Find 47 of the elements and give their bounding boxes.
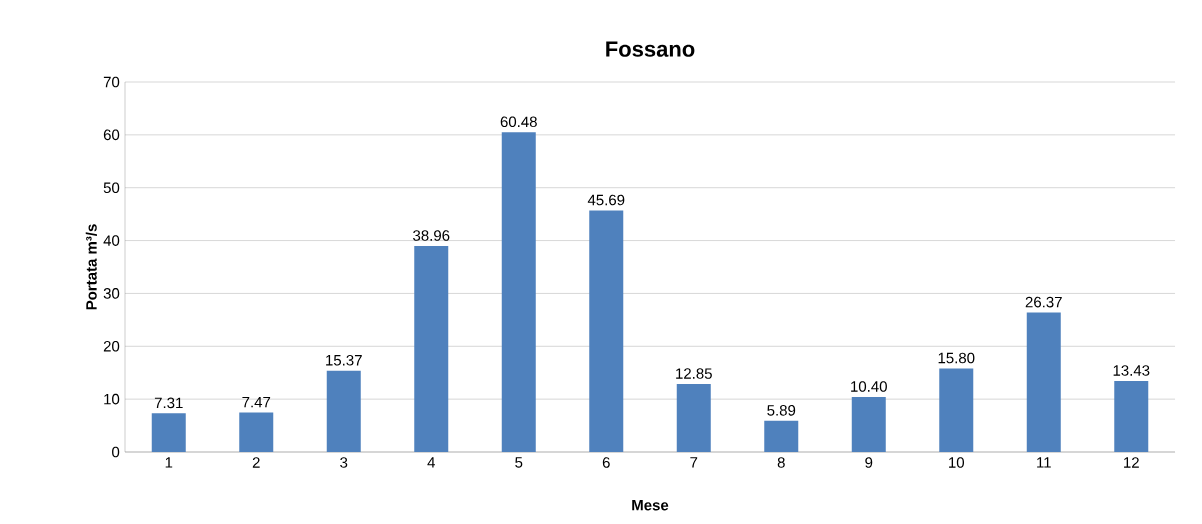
y-tick-label: 30 (103, 288, 120, 299)
data-label: 38.96 (413, 230, 450, 241)
x-tick-label: 8 (777, 457, 785, 468)
y-axis-title: Portata m³/s (85, 224, 97, 310)
bar (414, 246, 449, 452)
x-tick-label: 11 (1037, 457, 1051, 468)
data-label: 45.69 (587, 194, 625, 206)
x-tick-label: 12 (1124, 457, 1139, 468)
bar (151, 413, 186, 452)
bar (939, 368, 974, 452)
y-tick-label: 20 (103, 340, 120, 352)
x-tick-label: 3 (340, 457, 348, 468)
x-tick-label: 9 (865, 457, 873, 468)
bar (1026, 312, 1061, 452)
data-label: 7.47 (242, 397, 271, 408)
data-label: 7.31 (154, 397, 183, 409)
x-tick-label: 5 (515, 457, 523, 468)
data-label: 13.43 (1113, 365, 1150, 376)
bar (676, 384, 711, 452)
x-tick-label: 10 (949, 457, 965, 468)
bar (326, 370, 361, 452)
data-label: 12.85 (676, 368, 712, 379)
x-axis-title: Mese (632, 500, 669, 511)
bar (764, 420, 799, 452)
y-tick-label: 50 (103, 182, 120, 194)
data-label: 10.40 (851, 381, 887, 392)
y-tick-label: 40 (103, 235, 120, 246)
bar (1114, 381, 1149, 452)
data-label: 15.37 (326, 354, 362, 366)
x-tick-label: 4 (427, 457, 435, 468)
data-label: 5.89 (767, 405, 796, 416)
x-tick-label: 2 (252, 457, 260, 468)
data-label: 60.48 (500, 116, 537, 128)
x-tick-label: 6 (602, 457, 610, 468)
bar (851, 397, 886, 452)
data-label: 15.80 (938, 352, 975, 364)
x-tick-label: 7 (690, 457, 698, 468)
bar (589, 210, 624, 452)
x-tick-label: 1 (165, 457, 173, 468)
y-tick-label: 0 (112, 446, 120, 458)
y-tick-label: 70 (103, 76, 120, 88)
data-label: 26.37 (1025, 296, 1062, 308)
bar (239, 412, 274, 452)
y-tick-label: 10 (104, 393, 120, 405)
y-tick-label: 60 (103, 129, 120, 141)
chart-title: Fossano (606, 41, 695, 57)
bar (501, 132, 536, 452)
